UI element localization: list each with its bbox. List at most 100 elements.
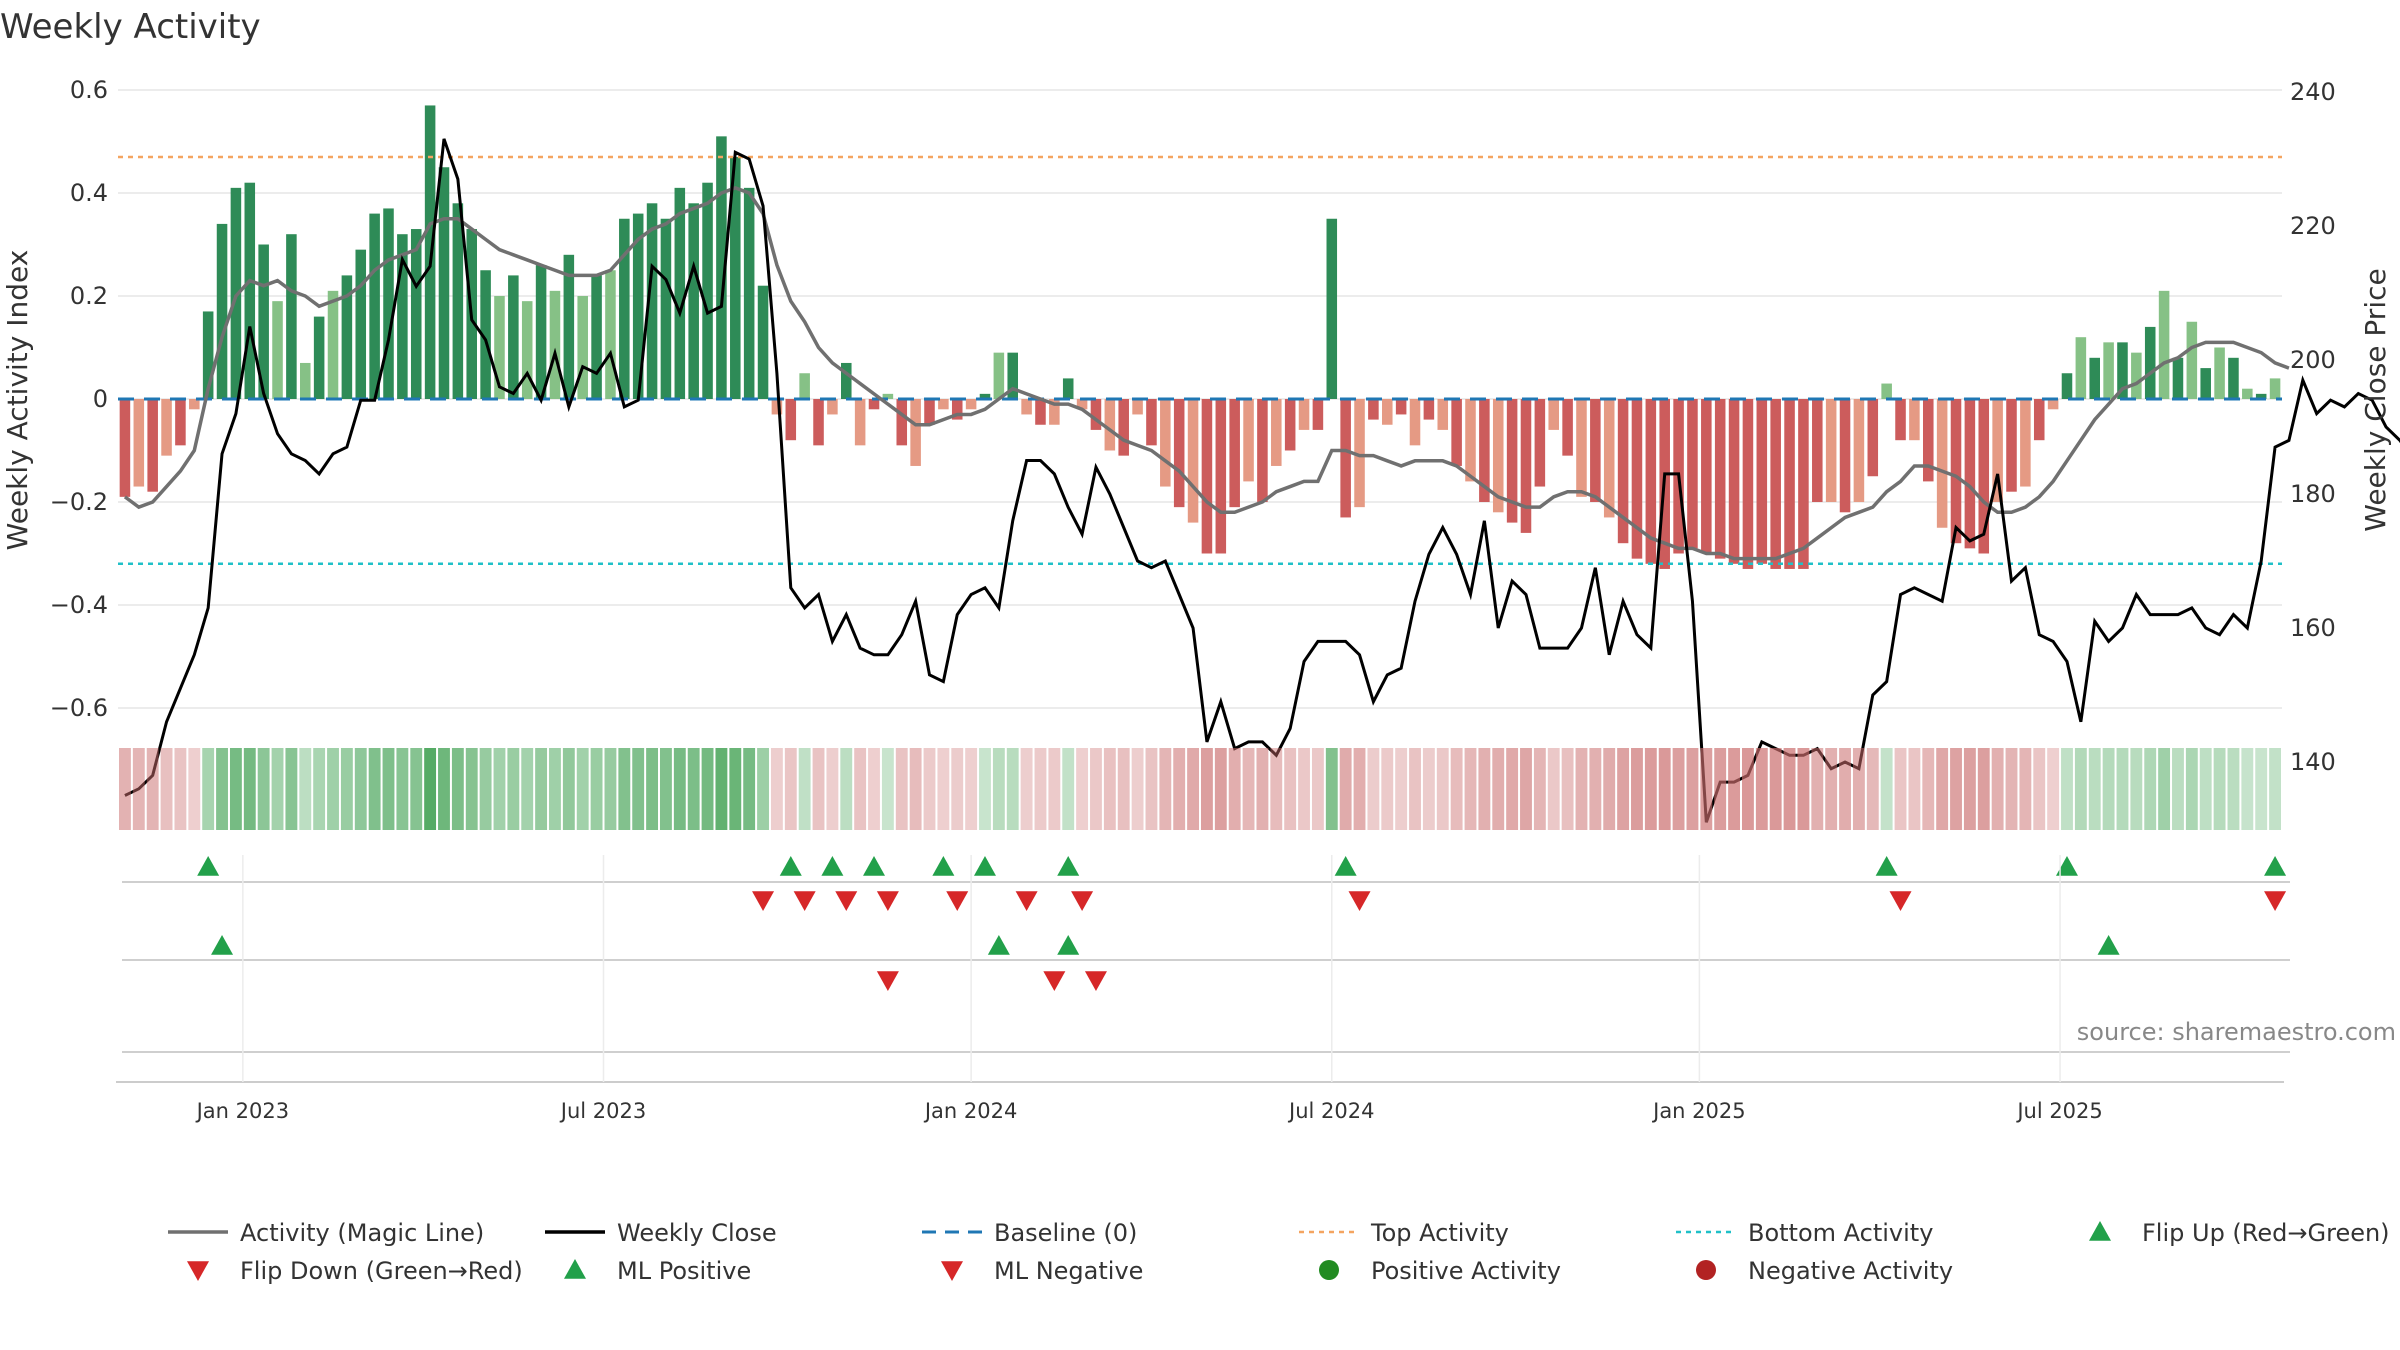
heat-cell (1353, 748, 1366, 830)
x-tick-label: Jan 2025 (1651, 1099, 1746, 1123)
flip-down-marker (1071, 891, 1094, 911)
weekly-close-line (124, 138, 2400, 823)
activity-bar (2075, 337, 2087, 399)
heat-cell (1478, 748, 1491, 830)
heat-cell (784, 748, 797, 830)
magic-line (123, 185, 2290, 561)
heat-cell (2005, 748, 2018, 830)
activity-bar (1534, 399, 1546, 487)
activity-bar (1701, 399, 1712, 554)
heat-cell (2074, 748, 2087, 830)
legend-label: Bottom Activity (1748, 1219, 1933, 1247)
activity-bar (1492, 399, 1504, 513)
heat-cell (451, 748, 464, 830)
activity-bar (549, 290, 561, 399)
activity-bar (2061, 373, 2073, 399)
activity-bar (1867, 399, 1879, 477)
heat-cell (1048, 748, 1061, 830)
heat-cell (174, 748, 187, 830)
flip-up-marker (2264, 856, 2287, 876)
heat-cell (188, 748, 201, 830)
legend-label: Weekly Close (617, 1219, 777, 1247)
legend-swatch (2089, 1221, 2111, 1241)
legend-swatch (1696, 1260, 1716, 1280)
heat-cell (410, 748, 423, 830)
heat-cell (2130, 748, 2143, 830)
heat-cell (1908, 748, 1921, 830)
flip-up-marker (1057, 856, 1080, 876)
activity-bar (993, 352, 1005, 399)
activity-bar (2117, 342, 2128, 399)
legend-item: Positive Activity (1319, 1257, 1561, 1285)
heat-cell (1991, 748, 2004, 830)
legend-item: Activity (Magic Line) (168, 1219, 484, 1247)
activity-bar (1714, 399, 1726, 559)
legend-label: Activity (Magic Line) (240, 1219, 484, 1247)
legend-item: Top Activity (1299, 1219, 1509, 1247)
heat-cell (757, 748, 769, 830)
heat-cell (2088, 748, 2101, 830)
activity-bar (1909, 399, 1920, 441)
heat-cell (909, 748, 922, 830)
activity-bar (605, 270, 616, 399)
activity-bar (1354, 399, 1365, 508)
heat-cell (1145, 748, 1158, 830)
heat-cell (1256, 748, 1269, 830)
heat-cell (396, 748, 409, 830)
heat-cell (354, 748, 367, 830)
heat-cell (465, 748, 478, 830)
legend-label: Flip Down (Green→Red) (240, 1257, 523, 1285)
activity-bar (1839, 399, 1851, 513)
activity-bar (660, 218, 672, 399)
activity-bar (1007, 352, 1019, 399)
heat-cell (2144, 748, 2157, 830)
activity-bar (1312, 399, 1324, 430)
activity-bar (369, 213, 380, 399)
heat-cell (1880, 748, 1893, 830)
heat-cell (299, 748, 312, 830)
activity-bar (1284, 399, 1296, 451)
flip-marker-panels (122, 856, 2290, 1053)
flip-up-marker (932, 856, 955, 876)
activity-bar (2144, 326, 2156, 399)
activity-bar (619, 218, 630, 399)
y2-tick-label: 200 (2290, 346, 2336, 374)
heat-cell (2241, 748, 2254, 830)
heat-cell (1395, 748, 1408, 830)
heat-cell (798, 748, 811, 830)
heat-cell (1811, 748, 1824, 830)
heat-cell (382, 748, 395, 830)
heat-cell (1797, 748, 1810, 830)
activity-bar (1298, 399, 1310, 430)
activity-bar (1950, 399, 1962, 544)
activity-bar (327, 290, 339, 399)
activity-bar (1035, 399, 1046, 425)
activity-bar (1770, 399, 1781, 569)
activity-bar (563, 254, 575, 399)
flip-down-marker (752, 891, 775, 911)
heat-cell (1270, 748, 1283, 830)
activity-bar (272, 301, 283, 399)
activity-bar (161, 399, 172, 456)
activity-bar (1395, 399, 1407, 415)
heat-cell (493, 748, 506, 830)
legend-swatch (564, 1259, 586, 1279)
heat-cell (1214, 748, 1227, 830)
heat-cell (770, 748, 783, 830)
heat-cell (1825, 748, 1838, 830)
activity-bar (771, 399, 783, 415)
activity-bar (1479, 399, 1490, 502)
heat-cell (507, 748, 520, 830)
activity-bar (799, 373, 810, 399)
heat-cell (202, 748, 215, 830)
heat-cell (2269, 748, 2281, 830)
activity-bar (1104, 399, 1116, 451)
activity-bar (951, 399, 963, 420)
activity-bar (1631, 399, 1643, 559)
heat-cell (257, 748, 270, 830)
activity-bar (2186, 321, 2198, 399)
legend-label: ML Positive (617, 1257, 751, 1285)
ml-positive-marker (1057, 935, 1080, 955)
legend: Activity (Magic Line) Weekly Close Baselin… (168, 1219, 2390, 1285)
legend-swatch (187, 1261, 209, 1281)
